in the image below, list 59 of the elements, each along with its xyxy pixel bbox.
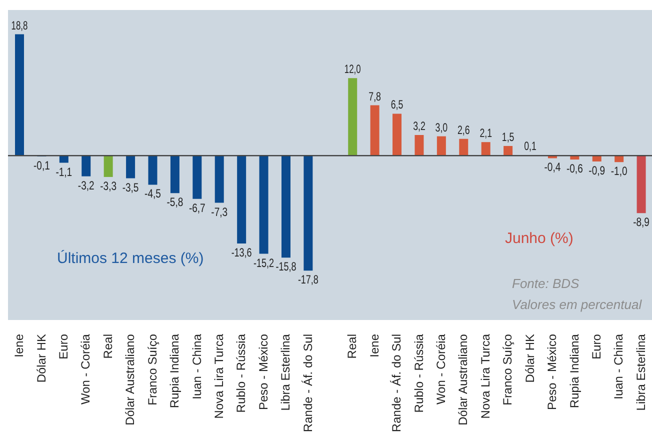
x-tick-label: Nova Lira Turca bbox=[478, 334, 492, 419]
data-label: -1,1 bbox=[56, 164, 76, 179]
x-tick-label: Dólar Australiano bbox=[456, 334, 470, 426]
data-label: -7,3 bbox=[211, 204, 232, 219]
data-label: 3,0 bbox=[435, 120, 452, 134]
data-label: 0,1 bbox=[524, 139, 541, 154]
text: Valores em percentual bbox=[512, 297, 642, 312]
data-label: 12,0 bbox=[344, 62, 368, 76]
data-label: 2,1 bbox=[480, 126, 496, 140]
x-tick-label: Dólar Australiano bbox=[123, 334, 138, 426]
x-tick-label: Iuan - China bbox=[612, 334, 626, 400]
x-tick-label: Rublo - Rússia bbox=[234, 334, 248, 413]
source-note: Fonte: BDS bbox=[512, 276, 580, 291]
x-tick-label: Iene bbox=[367, 334, 382, 358]
data-label: 7,8 bbox=[368, 89, 386, 104]
x-tick-label: Rupia Indiana bbox=[168, 334, 182, 408]
data-label: -0,6 bbox=[566, 162, 588, 176]
x-tick-label: Rupia Indiana bbox=[567, 334, 582, 408]
x-tick-label: Franco Suíço bbox=[500, 334, 515, 406]
x-tick-label: Real bbox=[345, 334, 360, 359]
x-tick-label: Peso - México bbox=[256, 334, 270, 410]
data-label: -3,3 bbox=[100, 178, 121, 193]
data-label: -4,5 bbox=[144, 186, 166, 201]
data-label: -15,8 bbox=[276, 260, 304, 274]
x-tick-label: Peso - México bbox=[545, 334, 560, 410]
data-label: -6,7 bbox=[188, 200, 210, 215]
data-label: -0,4 bbox=[544, 160, 565, 174]
x-tick-label: Dólar HK bbox=[522, 334, 537, 383]
x-tick-label: Libra Esterlina bbox=[278, 334, 293, 411]
x-tick-label: Rublo - Rússia bbox=[412, 334, 426, 413]
x-tick-label: Euro bbox=[56, 334, 71, 360]
x-tick-label: Iuan - China bbox=[190, 334, 204, 400]
data-label: 2,6 bbox=[457, 122, 474, 137]
x-tick-label: Franco Suíço bbox=[145, 334, 160, 406]
x-tick-label: Won - Coréia bbox=[434, 334, 448, 404]
data-label: 3,2 bbox=[413, 118, 430, 133]
data-label: -0,9 bbox=[588, 163, 610, 178]
x-tick-label: Libra Esterlina bbox=[634, 334, 648, 411]
x-tick-label: Rande - Áf. do Sul bbox=[390, 334, 404, 432]
data-label: -13,6 bbox=[231, 245, 259, 260]
x-tick-label: Dólar HK bbox=[34, 334, 48, 383]
x-tick-label: Nova Lira Turca bbox=[212, 334, 226, 419]
data-label: -3,2 bbox=[78, 178, 99, 192]
annotation: Últimos 12 meses (%) bbox=[57, 250, 204, 267]
data-label: 1,5 bbox=[502, 130, 519, 144]
x-tick-label: Iene bbox=[12, 334, 26, 358]
x-tick-label: Real bbox=[100, 334, 115, 359]
data-label: -17,8 bbox=[298, 272, 326, 287]
data-label: -3,5 bbox=[122, 180, 144, 194]
x-tick-label: Won - Coréia bbox=[78, 334, 93, 404]
data-label: -8,9 bbox=[633, 215, 652, 230]
data-label: -1,0 bbox=[610, 164, 632, 178]
data-label: 18,8 bbox=[11, 18, 35, 32]
data-label: -0,1 bbox=[34, 158, 54, 172]
x-tick-label: Rande - Áf. do Sul bbox=[300, 334, 315, 432]
data-label: 6,5 bbox=[390, 98, 408, 112]
x-tick-label: Euro bbox=[589, 334, 604, 360]
annotation: Junho (%) bbox=[505, 230, 574, 247]
data-label: -5,8 bbox=[166, 195, 188, 210]
